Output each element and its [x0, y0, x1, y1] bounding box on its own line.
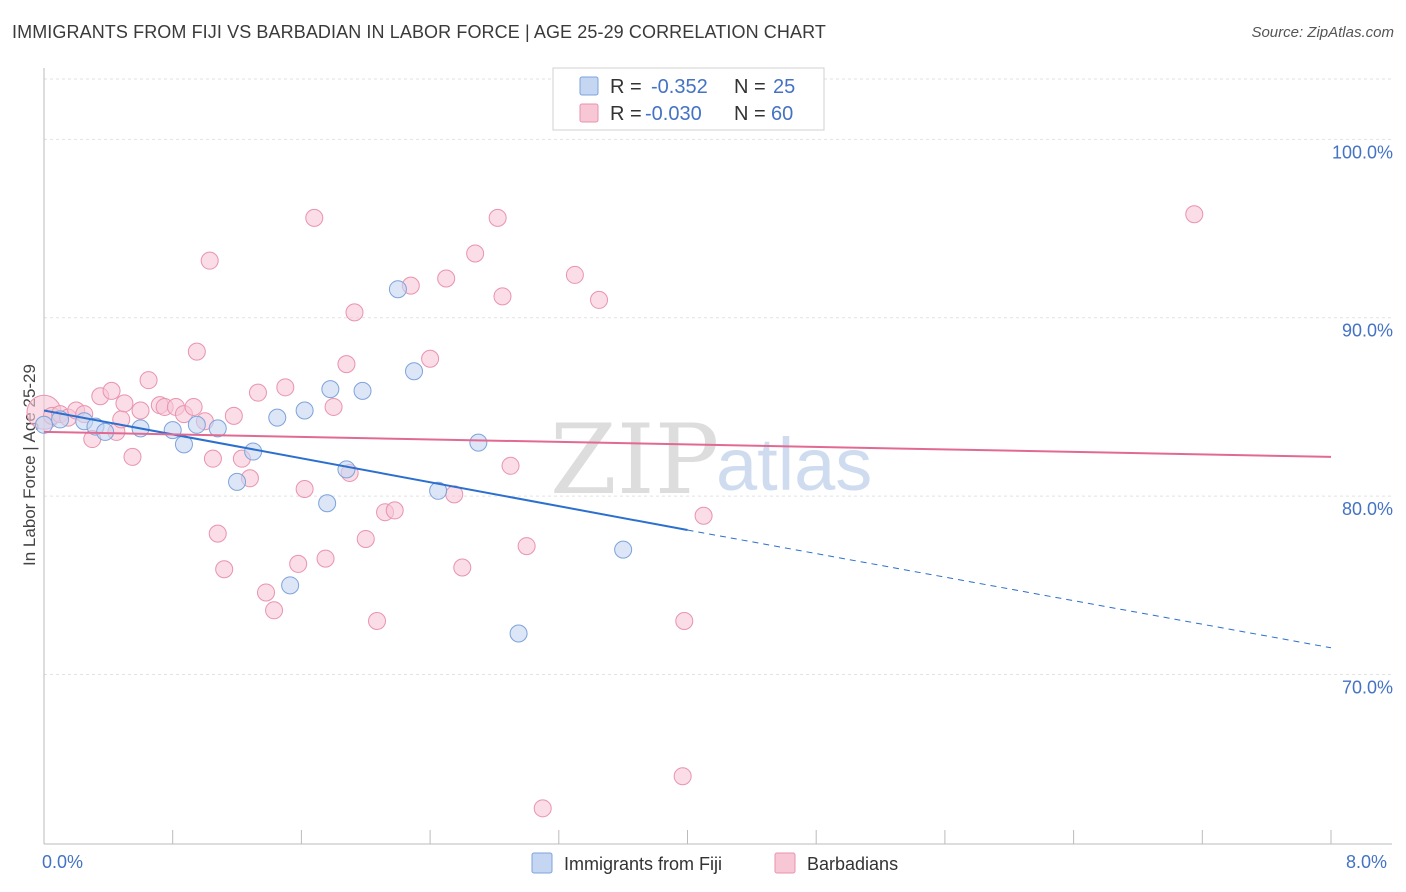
fiji-point: [96, 422, 115, 441]
fiji-point: [35, 415, 53, 434]
barbadian-point: [200, 251, 219, 270]
barbadian-point: [345, 303, 364, 322]
barbadian-point: [208, 524, 227, 543]
barbadian-point: [337, 355, 356, 374]
barbadian-point: [493, 287, 512, 306]
legend-n-label-fiji: N =: [734, 76, 766, 98]
fiji-points: [35, 280, 633, 643]
barbadian-point: [368, 612, 387, 631]
fiji-point: [268, 408, 287, 427]
barbadian-point: [437, 269, 456, 288]
barbadian-point: [488, 208, 507, 227]
barbadian-point: [590, 290, 609, 309]
trend-lines: [43, 409, 1332, 649]
legend-swatch-barbadians: [579, 103, 599, 123]
x-tick-label-min: 0.0%: [42, 852, 84, 872]
barbadian-point: [203, 449, 222, 468]
fiji-point: [614, 540, 633, 559]
barbadian-point: [453, 558, 472, 577]
fiji-point: [208, 419, 227, 438]
fiji-point: [295, 401, 314, 420]
bottom-legend-swatch-fiji: [531, 852, 553, 874]
bottom-legend-label-barbadians: Barbadians: [807, 854, 898, 874]
legend-n-value-fiji: 25: [773, 76, 795, 98]
barbadian-point: [324, 397, 343, 416]
barbadian-point: [501, 456, 520, 475]
correlation-legend: R = -0.352 N = 25 R = -0.030 N = 60: [552, 67, 825, 131]
bottom-legend-label-fiji: Immigrants from Fiji: [564, 854, 722, 874]
fiji-point: [469, 433, 488, 452]
y-tick-label: 80.0%: [1342, 499, 1393, 519]
watermark: ZIP atlas: [550, 404, 872, 516]
barbadian-point: [295, 480, 314, 499]
legend-n-label-barbadians: N =: [734, 103, 766, 125]
fiji-trend-line: [43, 409, 688, 532]
fiji-point: [228, 472, 247, 491]
axes: [43, 68, 1392, 845]
fiji-point: [388, 280, 407, 299]
watermark-zip: ZIP: [550, 404, 719, 516]
barbadian-point: [123, 447, 142, 466]
source-label: Source: ZipAtlas.com: [1251, 24, 1394, 41]
barbadian-point: [224, 406, 243, 425]
barbadian-point: [139, 371, 158, 390]
barbadian-point: [248, 383, 267, 402]
barbadian-point: [385, 501, 404, 520]
watermark-atlas: atlas: [716, 423, 872, 506]
barbadian-point: [184, 397, 203, 416]
barbadian-point: [533, 799, 552, 818]
fiji-point: [187, 415, 206, 434]
barbadian-point: [115, 394, 134, 413]
barbadian-point: [187, 342, 206, 361]
barbadian-point: [1185, 205, 1204, 224]
fiji-point: [429, 481, 448, 500]
gridlines: [44, 78, 1392, 676]
y-tick-label: 70.0%: [1342, 678, 1393, 698]
legend-swatch-fiji: [579, 76, 599, 96]
barbadian-point: [265, 601, 284, 620]
y-tick-label: 90.0%: [1342, 321, 1393, 341]
barbadian-point: [305, 208, 324, 227]
legend-r-label-fiji: R =: [610, 76, 642, 98]
fiji-trend-extension: [687, 529, 1332, 649]
fiji-point: [405, 362, 424, 381]
x-tick-label-max: 8.0%: [1346, 852, 1388, 872]
fiji-point: [281, 576, 300, 595]
barbadian-point: [316, 549, 335, 568]
barbadians-trend-line: [43, 430, 1332, 458]
series-legend: Immigrants from Fiji Barbadians: [531, 852, 898, 874]
legend-r-label-barbadians: R =: [610, 103, 642, 125]
barbadian-point: [675, 612, 694, 631]
barbadian-point: [517, 537, 536, 556]
barbadian-point: [276, 378, 295, 397]
barbadian-point: [215, 560, 234, 579]
fiji-point: [321, 380, 340, 399]
chart-title: IMMIGRANTS FROM FIJI VS BARBADIAN IN LAB…: [12, 22, 826, 42]
bottom-legend-swatch-barbadians: [774, 852, 796, 874]
fiji-point: [318, 494, 337, 513]
barbadian-point: [102, 381, 121, 400]
barbadian-point: [673, 767, 692, 786]
fiji-point: [353, 381, 372, 400]
legend-r-value-barbadians: -0.030: [645, 103, 702, 125]
fiji-point: [337, 460, 356, 479]
barbadian-point: [131, 401, 150, 420]
fiji-point: [509, 624, 528, 643]
barbadian-point: [356, 529, 375, 548]
barbadian-point: [466, 244, 485, 263]
legend-r-value-fiji: -0.352: [651, 76, 708, 98]
legend-n-value-barbadians: 60: [771, 103, 793, 125]
barbadian-point: [421, 349, 440, 368]
barbadian-point: [565, 265, 584, 284]
y-tick-label: 100.0%: [1332, 142, 1393, 162]
fiji-point: [244, 442, 263, 461]
barbadian-point: [694, 506, 713, 525]
y-tick-labels: 70.0% 80.0% 90.0% 100.0%: [1332, 142, 1393, 697]
barbadian-point: [257, 583, 276, 602]
barbadian-point: [289, 554, 308, 573]
